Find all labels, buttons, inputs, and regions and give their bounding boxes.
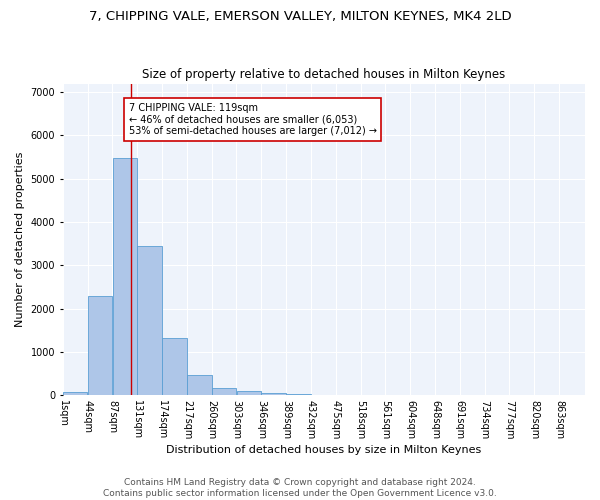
Text: Contains HM Land Registry data © Crown copyright and database right 2024.
Contai: Contains HM Land Registry data © Crown c… [103, 478, 497, 498]
X-axis label: Distribution of detached houses by size in Milton Keynes: Distribution of detached houses by size … [166, 445, 482, 455]
Bar [262, 392, 286, 395]
Bar [212, 388, 236, 395]
Bar [162, 338, 187, 395]
Bar [63, 392, 88, 395]
Y-axis label: Number of detached properties: Number of detached properties [15, 152, 25, 327]
Text: 7, CHIPPING VALE, EMERSON VALLEY, MILTON KEYNES, MK4 2LD: 7, CHIPPING VALE, EMERSON VALLEY, MILTON… [89, 10, 511, 23]
Bar [113, 158, 137, 395]
Text: 7 CHIPPING VALE: 119sqm
← 46% of detached houses are smaller (6,053)
53% of semi: 7 CHIPPING VALE: 119sqm ← 46% of detache… [128, 103, 377, 136]
Bar [286, 394, 311, 395]
Bar [187, 374, 212, 395]
Title: Size of property relative to detached houses in Milton Keynes: Size of property relative to detached ho… [142, 68, 506, 81]
Bar [88, 296, 112, 395]
Bar [236, 391, 261, 395]
Bar [137, 246, 162, 395]
